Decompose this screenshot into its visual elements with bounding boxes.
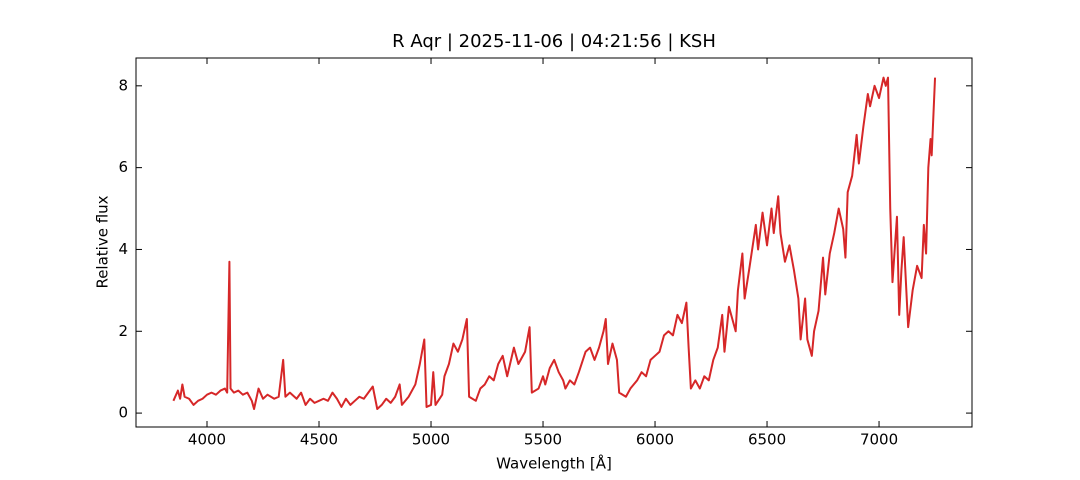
chart-title: R Aqr | 2025-11-06 | 04:21:56 | KSH [392, 31, 716, 52]
x-tick-label: 4000 [188, 431, 226, 449]
x-tick-label: 6000 [636, 431, 674, 449]
y-axis-label: Relative flux [94, 195, 112, 288]
x-axis-label: Wavelength [Å] [496, 454, 612, 473]
spectrum-line [172, 76, 937, 410]
y-tick-label: 8 [118, 76, 128, 94]
y-tick-label: 0 [118, 404, 128, 422]
x-tick-label: 6500 [748, 431, 786, 449]
x-tick-label: 7000 [860, 431, 898, 449]
x-tick-label: 4500 [300, 431, 338, 449]
y-tick-label: 2 [118, 322, 128, 340]
y-tick-label: 6 [118, 158, 128, 176]
plot-frame [135, 57, 973, 428]
x-tick-label: 5000 [412, 431, 450, 449]
y-tick-label: 4 [118, 240, 128, 258]
x-tick-label: 5500 [524, 431, 562, 449]
